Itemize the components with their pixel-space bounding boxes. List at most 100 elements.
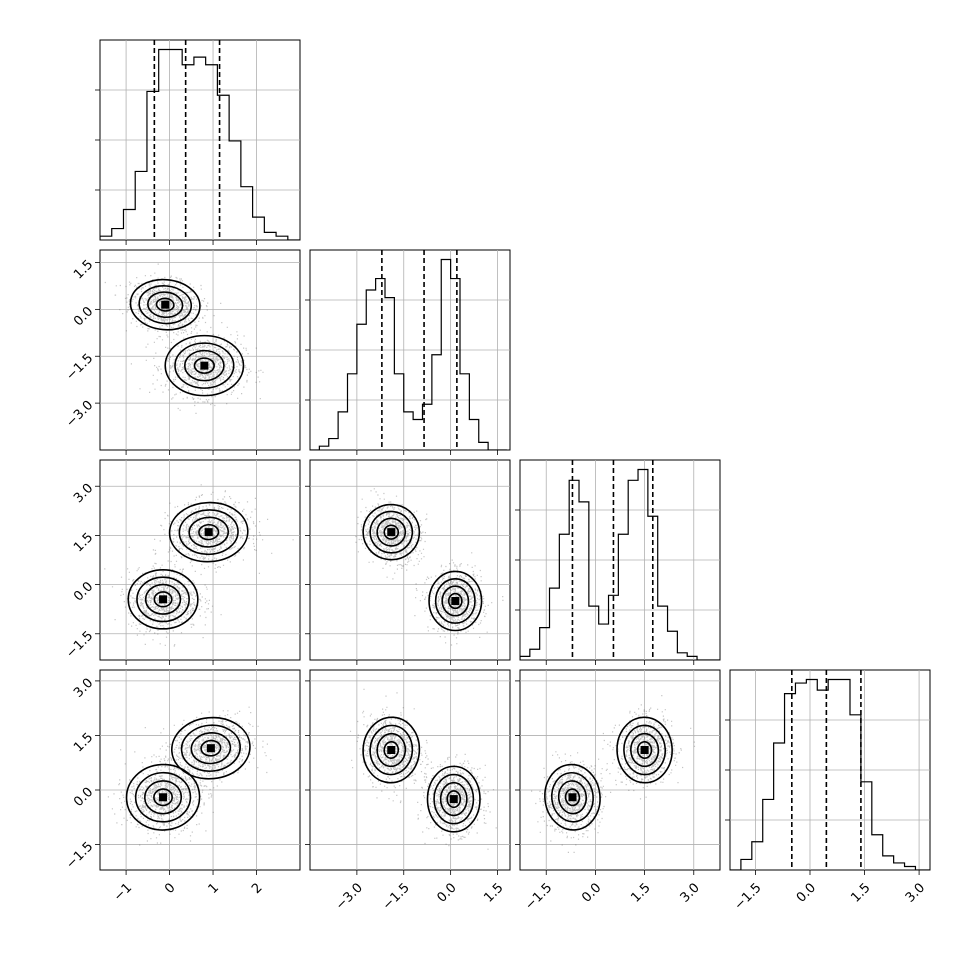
x-tick-label: −1.5 <box>732 880 765 913</box>
x-tick-label: 1.5 <box>481 880 506 905</box>
density-contour-2 <box>439 781 468 817</box>
density-contour-2 <box>630 732 660 768</box>
density-peak <box>451 596 460 605</box>
density-peak <box>161 300 170 309</box>
density-peak <box>387 528 396 537</box>
x-tick-label: 1 <box>206 880 222 896</box>
density-contour-2 <box>147 291 184 319</box>
y-tick-label: 0.0 <box>71 304 96 329</box>
density-contour-1 <box>134 771 192 823</box>
histogram-3 <box>730 678 930 870</box>
density-contour-2 <box>188 516 230 548</box>
density-peak <box>159 793 168 802</box>
x-tick-label: 1.5 <box>848 880 873 905</box>
panel-2-2 <box>515 459 721 665</box>
density-contour-2 <box>441 585 470 617</box>
mode-0 <box>544 763 601 831</box>
density-contour-3 <box>153 591 173 608</box>
mode-0 <box>362 716 421 784</box>
panel-frame <box>99 249 301 451</box>
density-contour-2 <box>557 780 588 815</box>
x-tick-label: 3.0 <box>678 880 703 905</box>
density-contour-3 <box>383 524 400 540</box>
panel-1-0: −3.0 −1.5 0.0 1.5 <box>63 249 301 455</box>
density-peak <box>568 793 577 802</box>
histogram-2 <box>520 468 720 660</box>
density-peak <box>640 746 649 754</box>
density-contour-0 <box>168 501 249 563</box>
x-tick-label: −3.0 <box>333 880 366 913</box>
density-contour-2 <box>376 732 407 768</box>
density-contour-1 <box>623 724 667 776</box>
density-contour-0 <box>129 278 201 331</box>
panel-2-1 <box>305 459 511 665</box>
x-tick-label: −1.5 <box>380 880 413 913</box>
mode-1 <box>164 334 245 397</box>
density-contour-1 <box>369 724 414 776</box>
density-peak <box>387 746 396 754</box>
y-tick-label: −1.5 <box>63 839 96 872</box>
density-peak <box>204 528 213 537</box>
density-peak <box>206 744 215 753</box>
x-tick-label: −1.5 <box>522 880 555 913</box>
density-contour-3 <box>636 741 653 759</box>
mode-1 <box>168 501 249 563</box>
density-contour-0 <box>164 334 245 397</box>
y-tick-label: 1.5 <box>71 530 96 555</box>
density-contour-3 <box>155 297 175 312</box>
density-contour-2 <box>376 517 407 547</box>
density-contour-1 <box>178 509 239 556</box>
x-tick-label: 3.0 <box>903 880 928 905</box>
density-contour-3 <box>200 739 222 757</box>
y-tick-label: 3.0 <box>71 481 96 506</box>
panel-1-1 <box>305 249 511 455</box>
y-tick-label: −3.0 <box>63 398 96 431</box>
panel-3-0: −1.5 0.0 1.5 3.0 −1 0 1 2 <box>63 669 301 905</box>
density-contour-2 <box>190 732 232 765</box>
density-contour-3 <box>447 592 463 610</box>
mode-1 <box>428 570 483 632</box>
density-contour-1 <box>433 773 475 825</box>
density-contour-3 <box>153 788 173 807</box>
y-tick-label: 1.5 <box>71 730 96 755</box>
y-tick-label: −1.5 <box>63 351 96 384</box>
mode-1 <box>426 765 481 833</box>
scatter-points <box>104 263 264 414</box>
histogram-0 <box>100 48 300 240</box>
density-peak <box>159 595 168 604</box>
x-tick-label: 0.0 <box>434 880 459 905</box>
density-contour-1 <box>180 724 241 772</box>
y-tick-label: 1.5 <box>71 257 96 282</box>
y-tick-label: 0.0 <box>71 579 96 604</box>
panel-frame <box>309 459 511 661</box>
density-contour-3 <box>564 788 581 807</box>
density-contour-0 <box>125 763 201 831</box>
density-contour-3 <box>383 741 400 759</box>
scatter-points <box>355 488 504 646</box>
x-tick-label: −1 <box>111 880 135 904</box>
density-contour-2 <box>143 780 183 815</box>
panel-0-0 <box>95 39 301 245</box>
density-contour-1 <box>136 576 190 623</box>
x-tick-label: 1.5 <box>628 880 653 905</box>
density-contour-0 <box>426 765 481 833</box>
panel-2-0: −1.5 0.0 1.5 3.0 <box>63 459 301 665</box>
y-tick-label: 0.0 <box>71 785 96 810</box>
x-tick-label: 0.0 <box>794 880 819 905</box>
density-peak <box>200 361 209 370</box>
x-tick-label: 2 <box>249 880 265 896</box>
density-contour-2 <box>183 349 225 382</box>
mode-0 <box>127 569 199 630</box>
density-contour-3 <box>193 357 215 374</box>
x-tick-label: 0 <box>162 880 178 896</box>
density-contour-1 <box>550 771 594 823</box>
mode-0 <box>125 763 201 831</box>
panel-frame <box>309 669 511 871</box>
density-contour-1 <box>369 510 414 554</box>
mode-0 <box>129 278 201 331</box>
density-contour-1 <box>174 342 235 389</box>
scatter-points <box>349 688 510 850</box>
density-contour-0 <box>362 716 421 784</box>
density-contour-0 <box>428 570 483 632</box>
